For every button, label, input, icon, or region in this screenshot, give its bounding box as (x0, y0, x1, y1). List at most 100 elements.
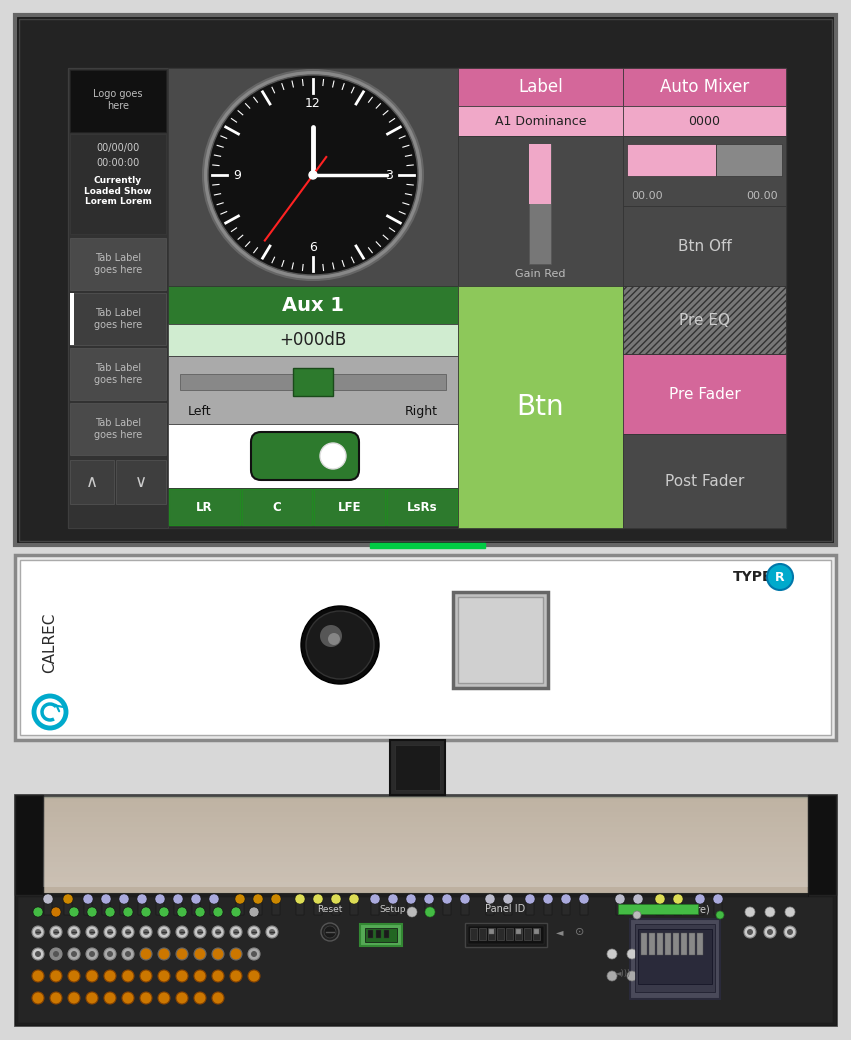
Text: LsRs: LsRs (407, 500, 437, 514)
Text: 00:00:00: 00:00:00 (96, 158, 140, 168)
Bar (425, 895, 433, 915)
Bar (623, 106, 786, 136)
Bar (64, 895, 72, 915)
Bar (43, 882, 808, 887)
Bar (314, 489, 385, 525)
Circle shape (407, 907, 417, 917)
Bar (43, 797, 808, 802)
Bar (272, 895, 280, 915)
Circle shape (35, 951, 41, 957)
Circle shape (122, 970, 134, 982)
Circle shape (104, 970, 116, 982)
Bar (529, 144, 551, 264)
Circle shape (158, 948, 170, 960)
Bar (465, 924, 547, 947)
Circle shape (32, 948, 44, 960)
Circle shape (194, 970, 206, 982)
Circle shape (176, 926, 188, 938)
Circle shape (269, 929, 275, 935)
Bar (384, 930, 389, 938)
Bar (544, 895, 552, 915)
Bar (68, 68, 168, 528)
Circle shape (159, 907, 169, 917)
Circle shape (68, 992, 80, 1004)
Circle shape (50, 992, 62, 1004)
Bar (453, 592, 548, 688)
Bar (696, 895, 704, 915)
Text: Left: Left (188, 405, 212, 417)
Circle shape (137, 894, 147, 904)
Circle shape (32, 926, 44, 938)
Text: Logo goes
here: Logo goes here (94, 89, 143, 111)
Text: ⊙: ⊙ (575, 927, 585, 937)
Circle shape (744, 926, 756, 938)
Circle shape (107, 951, 113, 957)
Bar (168, 324, 458, 356)
Circle shape (104, 926, 116, 938)
Circle shape (716, 911, 724, 919)
Circle shape (271, 894, 281, 904)
Circle shape (320, 443, 346, 469)
Circle shape (122, 926, 134, 938)
Text: Tab Label
goes here: Tab Label goes here (94, 253, 142, 275)
Bar (18, 896, 833, 1023)
Bar (635, 924, 715, 992)
Bar (116, 460, 166, 504)
Bar (497, 928, 504, 940)
Circle shape (173, 894, 183, 904)
Circle shape (251, 929, 257, 935)
Bar (486, 895, 494, 915)
Circle shape (328, 633, 340, 645)
Circle shape (388, 894, 398, 904)
Bar (365, 928, 397, 942)
Circle shape (607, 950, 617, 959)
Circle shape (765, 907, 775, 917)
Circle shape (86, 992, 98, 1004)
Circle shape (320, 625, 342, 647)
Bar (641, 933, 647, 955)
Bar (138, 895, 146, 915)
Bar (395, 745, 440, 790)
Bar (84, 895, 92, 915)
Text: Gain Red: Gain Red (515, 269, 565, 279)
Bar (70, 238, 166, 290)
Text: LR: LR (196, 500, 213, 514)
Circle shape (194, 948, 206, 960)
Circle shape (53, 951, 59, 957)
Circle shape (177, 907, 187, 917)
Bar (43, 832, 808, 837)
Circle shape (176, 992, 188, 1004)
Circle shape (253, 894, 263, 904)
Circle shape (32, 992, 44, 1004)
Bar (210, 895, 218, 915)
Bar (461, 895, 469, 915)
Ellipse shape (208, 75, 418, 275)
Circle shape (215, 929, 221, 935)
Bar (458, 597, 543, 683)
Bar (443, 895, 451, 915)
Text: CALREC: CALREC (43, 613, 58, 673)
Circle shape (655, 894, 665, 904)
Circle shape (50, 970, 62, 982)
Circle shape (667, 950, 677, 959)
Bar (458, 286, 623, 528)
Circle shape (104, 948, 116, 960)
Text: 6: 6 (309, 240, 317, 254)
Bar (489, 929, 494, 934)
Bar (673, 933, 679, 955)
Circle shape (442, 894, 452, 904)
Circle shape (87, 907, 97, 917)
Bar (174, 895, 182, 915)
Bar (120, 895, 128, 915)
Circle shape (32, 970, 44, 982)
Circle shape (125, 951, 131, 957)
Bar (627, 144, 716, 176)
Text: Label: Label (518, 78, 563, 96)
Bar (616, 895, 624, 915)
Bar (360, 924, 402, 946)
Bar (580, 895, 588, 915)
Circle shape (295, 894, 305, 904)
Circle shape (83, 894, 93, 904)
Circle shape (306, 612, 374, 679)
Bar (15, 795, 43, 895)
